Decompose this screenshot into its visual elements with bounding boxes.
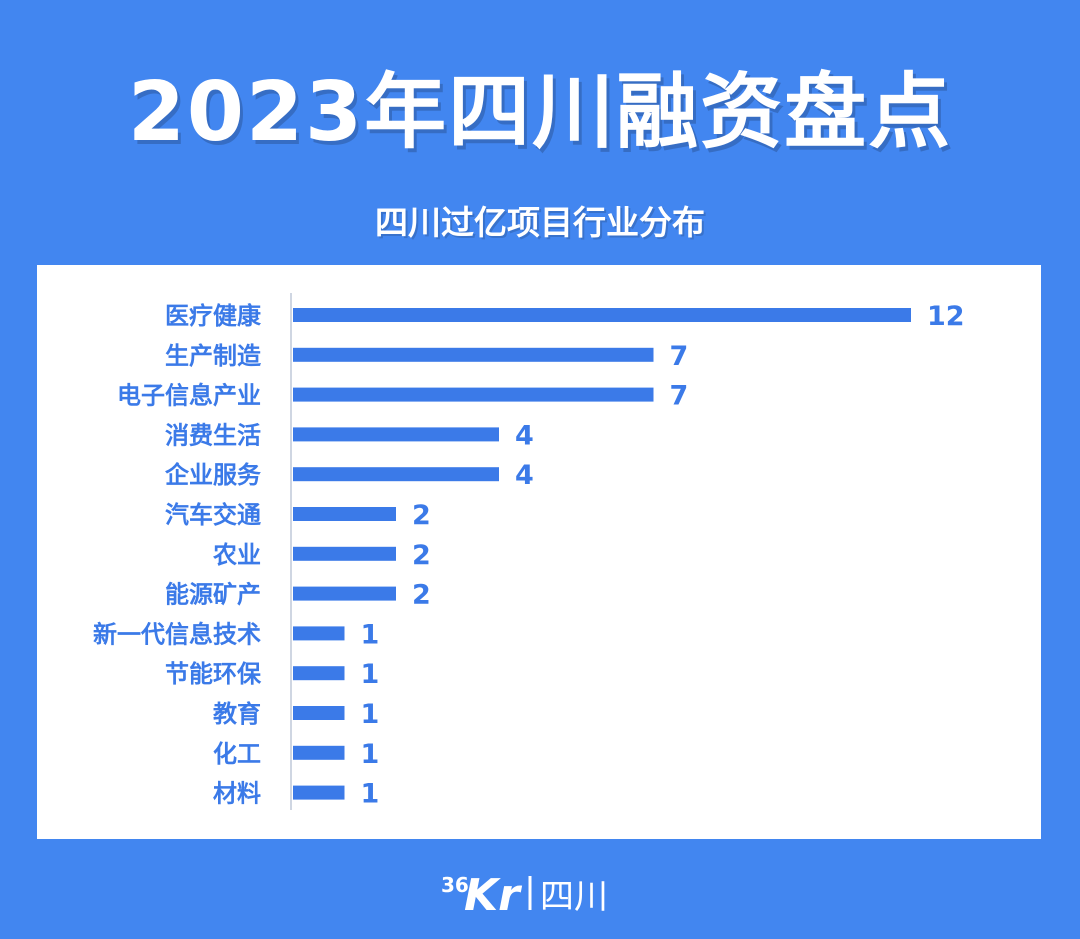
value-label: 1	[361, 619, 380, 650]
category-label: 能源矿产	[165, 581, 261, 609]
logo-number: 36	[441, 873, 469, 897]
bar	[293, 387, 654, 402]
bar	[293, 586, 396, 601]
bar	[293, 785, 345, 800]
category-label: 医疗健康	[165, 302, 262, 330]
category-label: 生产制造	[165, 342, 261, 370]
category-label: 化工	[213, 740, 261, 768]
bar	[293, 467, 499, 482]
category-label: 教育	[213, 700, 261, 728]
bar	[293, 626, 345, 641]
value-label: 1	[361, 779, 380, 810]
bar	[293, 706, 345, 720]
value-label: 4	[515, 460, 534, 491]
logo-letters: Kr	[464, 870, 522, 921]
value-label: 2	[412, 500, 431, 531]
bar	[293, 427, 499, 442]
chart-title: 四川过亿项目行业分布	[375, 203, 705, 242]
value-label: 2	[412, 580, 431, 611]
bar	[293, 666, 345, 681]
value-label: 1	[361, 699, 380, 730]
value-label: 7	[670, 381, 689, 412]
category-label: 新一代信息技术	[93, 620, 261, 648]
footer-logo: 36 Kr 四川	[441, 870, 608, 921]
value-label: 4	[515, 420, 534, 451]
value-label: 1	[361, 739, 380, 770]
category-label: 电子信息产业	[117, 382, 261, 410]
category-label: 节能环保	[165, 660, 262, 688]
bar	[293, 308, 911, 322]
value-label: 2	[412, 540, 431, 571]
category-label: 材料	[213, 780, 261, 808]
bar	[293, 745, 345, 760]
bar	[293, 507, 396, 521]
bar	[293, 546, 396, 561]
logo-region: 四川	[540, 877, 608, 917]
chart-panel: 医疗健康 12 生产制造 7 电子信息产业 7 消费生活 4 企业服务 4 汽车交通 2 农业 2 能源矿产…	[37, 265, 1041, 839]
bar	[293, 347, 654, 362]
value-label: 1	[361, 659, 380, 690]
category-label: 企业服务	[165, 461, 262, 489]
category-label: 消费生活	[165, 421, 261, 449]
category-label: 农业	[212, 541, 261, 569]
value-label: 7	[670, 341, 689, 372]
page-title: 2023年四川融资盘点	[127, 65, 953, 160]
value-label: 12	[927, 301, 965, 332]
category-label: 汽车交通	[165, 501, 261, 529]
